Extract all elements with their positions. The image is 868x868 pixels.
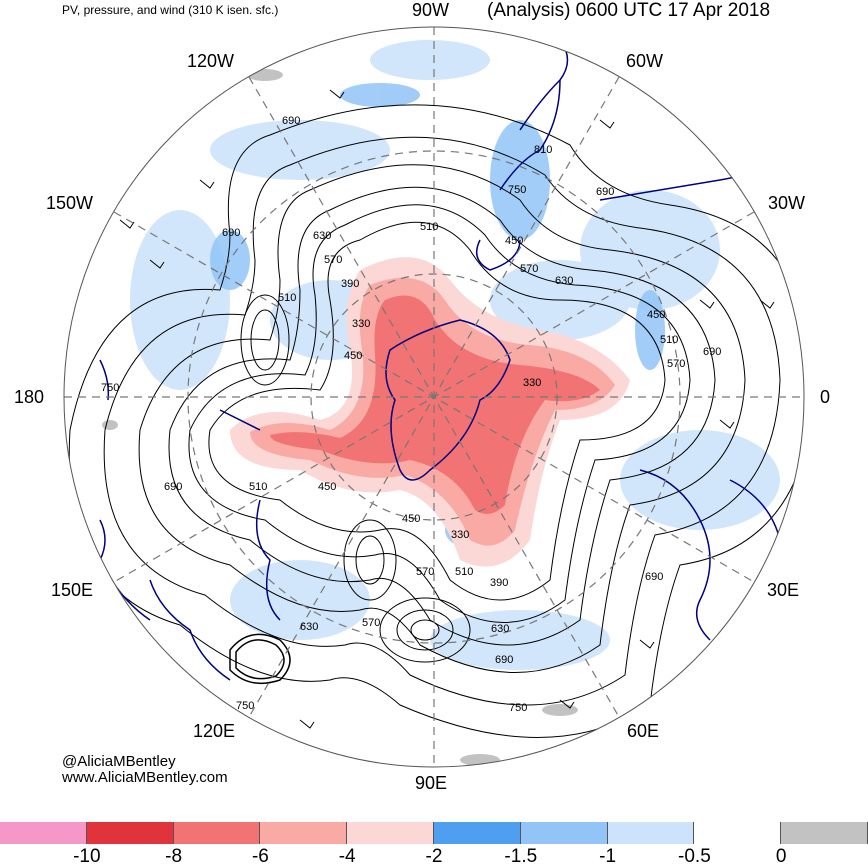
colorbar-tick-label: 0 <box>775 846 787 867</box>
colorbar-swatch <box>607 822 695 844</box>
lon-label-150e: 150E <box>51 580 94 600</box>
contour-label: 450 <box>505 235 523 247</box>
colorbar-tick-label: -10 <box>73 846 101 867</box>
contour-label: 690 <box>596 186 614 198</box>
lon-label-60e: 60E <box>627 721 660 741</box>
contour-label: 690 <box>282 115 300 127</box>
colorbar-tick-label: -4 <box>338 846 356 867</box>
contour-label: 690 <box>703 346 721 358</box>
lon-label-90e: 90E <box>415 773 448 793</box>
contour-label: 450 <box>402 513 420 525</box>
contour-label-extra: 750 <box>509 702 527 714</box>
lon-label-30w: 30W <box>768 193 806 213</box>
lon-label-30e: 30E <box>767 580 800 600</box>
graticule <box>64 27 804 767</box>
lon-label-0: 0 <box>820 387 831 407</box>
lon-label-150w: 150W <box>46 193 94 213</box>
contour-label: 570 <box>416 566 434 578</box>
contour-label: 510 <box>420 221 438 233</box>
pv-shading-red <box>230 257 630 567</box>
colorbar-tick-label: -6 <box>251 846 269 867</box>
contour-label: 750 <box>508 184 526 196</box>
lon-label-90w: 90W <box>412 0 450 20</box>
colorbar-swatch <box>520 822 608 844</box>
contour-label: 690 <box>645 571 663 583</box>
colorbar-swatch <box>0 822 87 844</box>
colorbar-tick-label: -1 <box>599 846 617 867</box>
colorbar-tick-label: -8 <box>165 846 183 867</box>
contour-label: 510 <box>278 292 296 304</box>
colorbar-tick-label: -0.5 <box>678 846 711 867</box>
lon-label-120e: 120E <box>193 721 236 741</box>
map-title-left: PV, pressure, and wind (310 K isen. sfc.… <box>62 3 279 17</box>
contour-label-group: 690 810 750 690 690 630 510 570 450 570 … <box>101 115 721 712</box>
contour-label: 390 <box>490 577 508 589</box>
map-title-right: (Analysis) 0600 UTC 17 Apr 2018 <box>487 0 771 21</box>
contour-label: 630 <box>491 623 509 635</box>
colorbar-swatch <box>260 822 348 844</box>
contour-label: 810 <box>534 144 552 156</box>
credit-website: www.AliciaMBentley.com <box>62 769 228 786</box>
contour-label: 630 <box>300 621 318 633</box>
contour-label: 510 <box>455 566 473 578</box>
contour-label: 390 <box>341 278 359 290</box>
contour-label: 510 <box>660 334 678 346</box>
lon-label-180: 180 <box>14 387 45 407</box>
contour-label-extra: 690 <box>495 654 513 666</box>
credit-handle: @AliciaMBentley <box>62 753 176 770</box>
contour-label: 570 <box>362 617 380 629</box>
contour-label: 570 <box>667 358 685 370</box>
contour-label: 630 <box>555 275 573 287</box>
colorbar-swatch <box>694 822 782 844</box>
contour-label: 450 <box>344 350 362 362</box>
contour-label: 570 <box>520 263 538 275</box>
polar-map: 690 810 750 690 690 630 510 570 450 570 … <box>63 26 805 768</box>
colorbar-tick-label: -1.5 <box>504 846 538 867</box>
colorbar-swatch <box>433 822 521 844</box>
contour-label: 690 <box>222 227 240 239</box>
colorbar-tick-label: -2 <box>425 846 443 867</box>
contour-label: 630 <box>313 230 331 242</box>
contour-label: 750 <box>101 382 119 394</box>
colorbar-swatch <box>86 822 174 844</box>
colorbar-swatch <box>347 822 434 844</box>
contour-label: 330 <box>352 318 370 330</box>
lon-label-60w: 60W <box>626 51 664 71</box>
lon-label-120w: 120W <box>187 51 235 71</box>
contour-label: 330 <box>451 529 469 541</box>
contour-label: 450 <box>318 481 336 493</box>
pressure-contours <box>68 104 804 738</box>
contour-label: 510 <box>249 481 267 493</box>
colorbar-swatch <box>781 822 868 844</box>
contour-label: 750 <box>236 700 254 712</box>
contour-label: 450 <box>647 309 665 321</box>
colorbar-swatch <box>173 822 261 844</box>
map-boundary <box>63 26 805 768</box>
contour-label: 570 <box>324 254 342 266</box>
contour-label: 690 <box>164 481 182 493</box>
contour-label: 330 <box>523 377 541 389</box>
colorbar <box>0 822 868 844</box>
